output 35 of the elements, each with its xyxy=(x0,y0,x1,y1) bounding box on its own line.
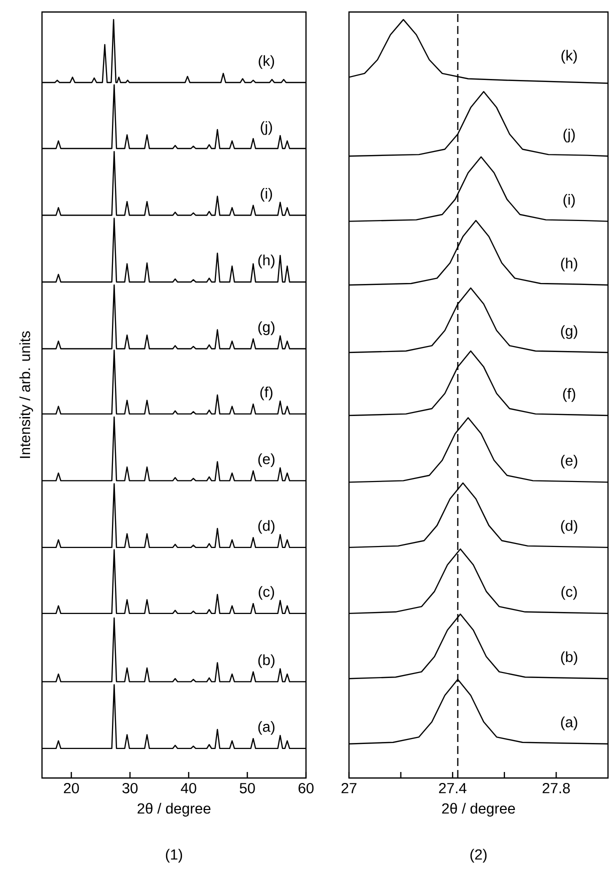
x-tick-label: 20 xyxy=(64,782,79,794)
series-label: (i) xyxy=(564,194,575,208)
x-tick-label: 27.4 xyxy=(439,782,466,794)
series-label: (g) xyxy=(561,325,578,339)
series-label: (c) xyxy=(258,586,274,600)
x-tick-label: 27 xyxy=(342,782,356,794)
series-label: (d) xyxy=(561,520,578,534)
x-tick-label: 30 xyxy=(122,782,138,794)
x-tick-label: 50 xyxy=(240,782,255,794)
series-label: (h) xyxy=(258,254,274,268)
series-label: (a) xyxy=(258,721,274,735)
series-label: (h) xyxy=(561,258,578,272)
series-label: (e) xyxy=(561,454,578,469)
series-label: (k) xyxy=(562,50,577,64)
series-label: (j) xyxy=(564,128,575,142)
series-label: (a) xyxy=(561,716,578,730)
series-label: (c) xyxy=(562,586,577,600)
series-label: (e) xyxy=(258,453,274,468)
y-axis-title: Intensity / arb. units xyxy=(19,331,34,458)
text: (1) xyxy=(166,848,182,863)
series-label: (b) xyxy=(561,651,578,665)
series-label: (g) xyxy=(258,321,274,336)
x-tick-label: 60 xyxy=(298,782,314,794)
series-label: (d) xyxy=(258,520,274,534)
series-label: (i) xyxy=(260,188,272,202)
series-label: (f) xyxy=(260,386,272,400)
x-axis-title: 2θ / degree xyxy=(138,802,210,817)
series-label: (k) xyxy=(258,55,274,69)
series-label: (j) xyxy=(260,121,272,135)
x-axis-title: 2θ / degree xyxy=(442,802,515,817)
text: (2) xyxy=(470,848,487,863)
series-label: (b) xyxy=(258,654,274,668)
x-tick-label: 40 xyxy=(180,782,196,794)
series-label: (f) xyxy=(563,388,576,402)
x-tick-label: 27.8 xyxy=(542,782,570,794)
